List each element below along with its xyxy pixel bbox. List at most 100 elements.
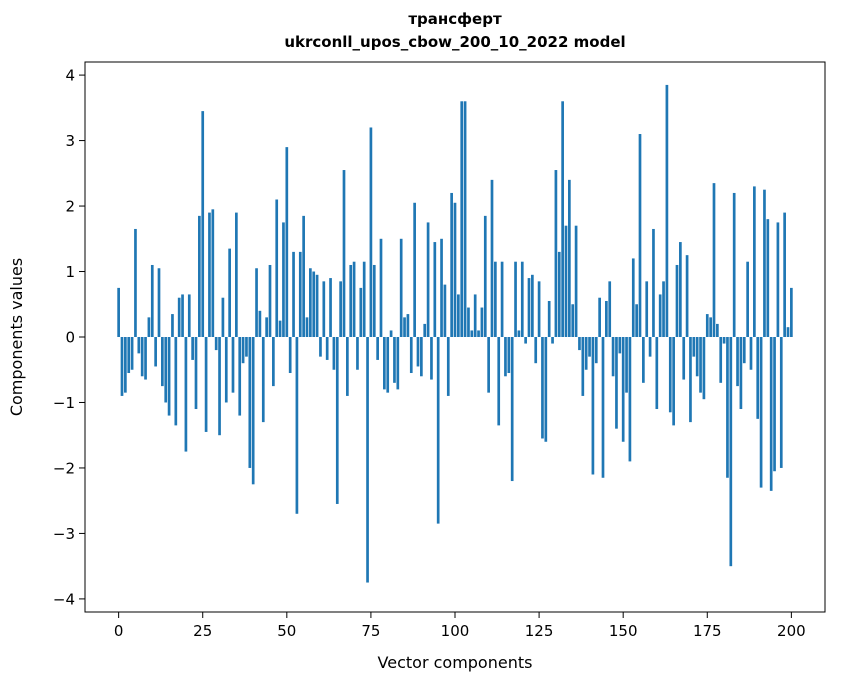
bar <box>473 294 477 337</box>
bar <box>389 330 393 337</box>
bar <box>332 337 336 370</box>
bar <box>581 337 585 396</box>
bar <box>305 317 309 337</box>
y-tick-label: 4 <box>65 67 75 85</box>
bar <box>204 337 208 432</box>
bar <box>500 261 504 337</box>
bar <box>638 134 642 337</box>
bar <box>241 337 245 364</box>
bar <box>736 337 739 387</box>
x-axis-label: Vector components <box>378 653 533 672</box>
bar <box>453 202 457 337</box>
bar <box>497 337 501 426</box>
bar <box>534 337 538 364</box>
y-axis-label: Components values <box>7 258 26 416</box>
bar <box>150 264 154 337</box>
bar <box>763 189 766 337</box>
bar <box>631 258 635 337</box>
bar <box>406 314 410 337</box>
bar <box>655 337 659 410</box>
bar <box>726 337 729 478</box>
bar <box>302 215 305 337</box>
x-tick-label: 25 <box>193 622 212 640</box>
y-tick-label: −1 <box>53 394 75 412</box>
bar <box>584 337 588 370</box>
bar <box>198 215 201 337</box>
bar <box>420 337 423 377</box>
bar <box>386 337 390 393</box>
bar <box>181 294 184 337</box>
bar <box>699 337 702 393</box>
bar <box>776 222 780 337</box>
bar <box>228 248 231 337</box>
x-tick-label: 125 <box>525 622 554 640</box>
bar <box>440 238 443 337</box>
bar <box>413 202 416 337</box>
bar <box>201 111 205 337</box>
bar <box>652 228 655 337</box>
bar <box>709 317 712 337</box>
bar <box>127 337 131 374</box>
bar <box>161 337 164 387</box>
bar <box>571 304 575 337</box>
chart-title: трансферт <box>408 10 502 28</box>
bar <box>403 317 406 337</box>
bar <box>665 84 669 337</box>
bar <box>628 337 632 462</box>
bar <box>362 261 366 337</box>
bar <box>672 337 675 426</box>
bar <box>554 170 558 337</box>
bar <box>356 337 359 370</box>
bar <box>393 337 396 383</box>
bar <box>255 268 258 337</box>
bar <box>551 337 554 344</box>
bar <box>520 261 524 337</box>
bar <box>739 337 743 410</box>
x-tick-label: 100 <box>441 622 470 640</box>
bar <box>208 212 211 337</box>
bar <box>352 261 356 337</box>
bar <box>288 337 292 374</box>
bar <box>231 337 235 393</box>
bar <box>245 337 248 357</box>
bar <box>682 337 686 380</box>
chart-subtitle: ukrconll_upos_cbow_200_10_2022 model <box>284 33 625 51</box>
bar <box>342 170 346 337</box>
bar <box>221 297 225 337</box>
bar <box>194 337 198 410</box>
bar <box>568 179 571 337</box>
bar <box>642 337 645 383</box>
bar <box>490 179 494 337</box>
bar <box>154 337 157 367</box>
bar <box>608 281 612 337</box>
bar <box>480 307 484 337</box>
bar <box>164 337 168 403</box>
bar <box>177 297 181 337</box>
bar <box>494 261 497 337</box>
bar <box>450 192 453 337</box>
bar <box>460 101 464 337</box>
bars <box>117 84 793 583</box>
bar <box>702 337 706 400</box>
y-axis-ticks: −4 −3 −2 −1 0 1 2 3 4 <box>53 67 85 608</box>
y-tick-label: −2 <box>53 459 75 477</box>
bar <box>467 307 470 337</box>
bar <box>275 199 279 337</box>
bar <box>588 337 591 357</box>
bar <box>779 337 783 468</box>
bar <box>426 222 430 337</box>
bar <box>514 261 517 337</box>
x-tick-label: 0 <box>114 622 124 640</box>
bar <box>369 127 373 337</box>
bar <box>409 337 413 374</box>
bar <box>756 337 760 419</box>
bar <box>251 337 255 485</box>
bar <box>662 281 665 337</box>
bar <box>527 278 531 337</box>
bar <box>309 268 312 337</box>
bar <box>753 186 756 337</box>
bar <box>729 337 733 567</box>
bar <box>144 337 147 380</box>
bar <box>285 147 289 337</box>
bar <box>759 337 763 488</box>
